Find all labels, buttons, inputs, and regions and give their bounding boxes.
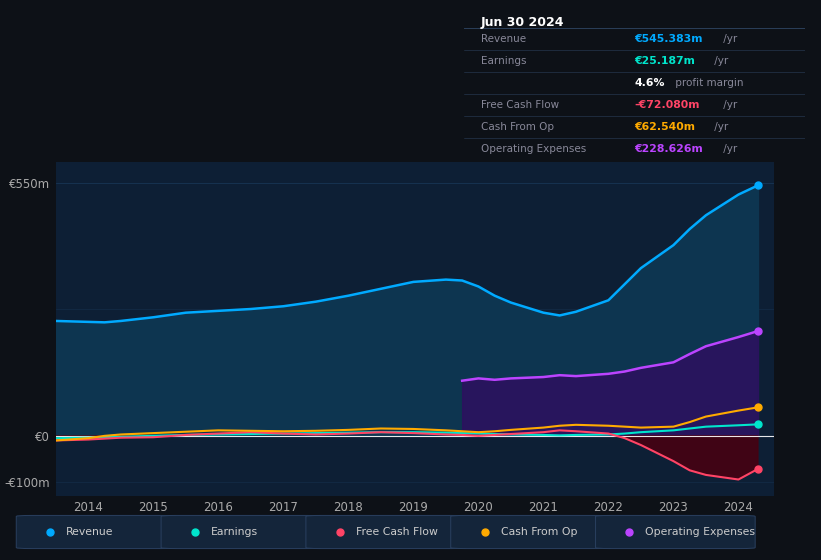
Text: €62.540m: €62.540m	[635, 122, 695, 132]
Text: Free Cash Flow: Free Cash Flow	[355, 527, 438, 537]
Text: Operating Expenses: Operating Expenses	[481, 143, 586, 153]
Text: Operating Expenses: Operating Expenses	[645, 527, 755, 537]
FancyBboxPatch shape	[451, 515, 610, 549]
Text: 4.6%: 4.6%	[635, 78, 665, 88]
FancyBboxPatch shape	[161, 515, 321, 549]
Text: Cash From Op: Cash From Op	[501, 527, 577, 537]
Text: €25.187m: €25.187m	[635, 56, 695, 66]
Text: Earnings: Earnings	[211, 527, 258, 537]
FancyBboxPatch shape	[595, 515, 755, 549]
FancyBboxPatch shape	[306, 515, 466, 549]
Text: /yr: /yr	[710, 122, 727, 132]
Text: -€72.080m: -€72.080m	[635, 100, 699, 110]
Text: Free Cash Flow: Free Cash Flow	[481, 100, 559, 110]
Text: Cash From Op: Cash From Op	[481, 122, 554, 132]
Text: /yr: /yr	[720, 100, 737, 110]
Text: profit margin: profit margin	[672, 78, 744, 88]
Text: Revenue: Revenue	[67, 527, 113, 537]
Text: €228.626m: €228.626m	[635, 143, 703, 153]
Text: /yr: /yr	[710, 56, 727, 66]
Text: Jun 30 2024: Jun 30 2024	[481, 16, 564, 29]
Text: €545.383m: €545.383m	[635, 34, 703, 44]
Text: /yr: /yr	[720, 34, 737, 44]
Text: Earnings: Earnings	[481, 56, 526, 66]
Text: /yr: /yr	[720, 143, 737, 153]
Text: Revenue: Revenue	[481, 34, 526, 44]
FancyBboxPatch shape	[16, 515, 176, 549]
